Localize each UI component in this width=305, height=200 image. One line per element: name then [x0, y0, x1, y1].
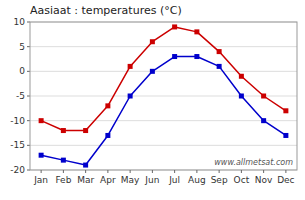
marker — [128, 94, 133, 99]
watermark: www.allmetsat.com — [214, 158, 293, 167]
chart-container: Aasiaat : temperatures (°C) -20 -15 -10 -5 0 5… — [0, 0, 305, 200]
marker — [105, 103, 110, 108]
marker — [239, 94, 244, 99]
grid-line — [30, 120, 297, 121]
marker — [283, 108, 288, 113]
x-tick — [263, 170, 264, 173]
x-tick-label: May — [121, 175, 140, 185]
x-tick-label: Feb — [55, 175, 71, 185]
x-tick — [63, 170, 64, 173]
x-tick-label: Jun — [144, 175, 159, 185]
marker — [83, 128, 88, 133]
title: Aasiaat : temperatures (°C) — [30, 4, 182, 17]
marker — [261, 118, 266, 123]
grid — [30, 22, 297, 170]
marks — [39, 24, 289, 167]
y-tick-label: 5 — [19, 42, 25, 52]
y-tick-label: -15 — [10, 140, 25, 150]
page: {"chart_data": {"type": "line", "title":… — [0, 0, 305, 200]
grid-line — [30, 96, 297, 97]
y-tick-label: -5 — [16, 91, 25, 101]
marker — [261, 94, 266, 99]
plot-frame — [30, 22, 297, 170]
marker — [217, 49, 222, 54]
grid-line — [30, 46, 297, 47]
x-tick-label: Dec — [277, 175, 294, 185]
x-tick — [285, 170, 286, 173]
marker — [150, 69, 155, 74]
x-tick-label: Apr — [100, 175, 116, 185]
grid-line — [30, 71, 297, 72]
series-line — [41, 27, 286, 131]
marker — [39, 118, 44, 123]
chart-svg: Aasiaat : temperatures (°C) -20 -15 -10 -5 0 5… — [0, 0, 305, 200]
x-tick-label: Aug — [188, 175, 206, 185]
x-tick-label: Jan — [33, 175, 48, 185]
marker — [194, 54, 199, 59]
x-tick-label: Mar — [77, 175, 94, 185]
marker — [83, 163, 88, 168]
x-tick-label: Oct — [234, 175, 250, 185]
x-tick — [174, 170, 175, 173]
marker — [172, 24, 177, 29]
y-tick-label: -10 — [10, 116, 25, 126]
x-tick — [41, 170, 42, 173]
marker — [239, 74, 244, 79]
marker — [283, 133, 288, 138]
x-tick — [241, 170, 242, 173]
marker — [194, 29, 199, 34]
x-tick — [152, 170, 153, 173]
x-tick — [130, 170, 131, 173]
marker — [217, 64, 222, 69]
y-tick-label: -20 — [10, 165, 25, 175]
marker — [105, 133, 110, 138]
y-tick-label: 0 — [19, 66, 25, 76]
x-tick-label: Nov — [255, 175, 273, 185]
marker — [128, 64, 133, 69]
x-tick-label: Jul — [168, 175, 180, 185]
x-tick — [85, 170, 86, 173]
grid-line — [30, 145, 297, 146]
marker — [61, 158, 66, 163]
marker — [39, 153, 44, 158]
series-line — [41, 57, 286, 166]
x-tick — [107, 170, 108, 173]
x-tick — [196, 170, 197, 173]
marker — [172, 54, 177, 59]
y-tick-label: 10 — [14, 17, 26, 27]
x-tick — [219, 170, 220, 173]
marker — [150, 39, 155, 44]
x-tick-label: Sep — [211, 175, 228, 185]
marker — [61, 128, 66, 133]
